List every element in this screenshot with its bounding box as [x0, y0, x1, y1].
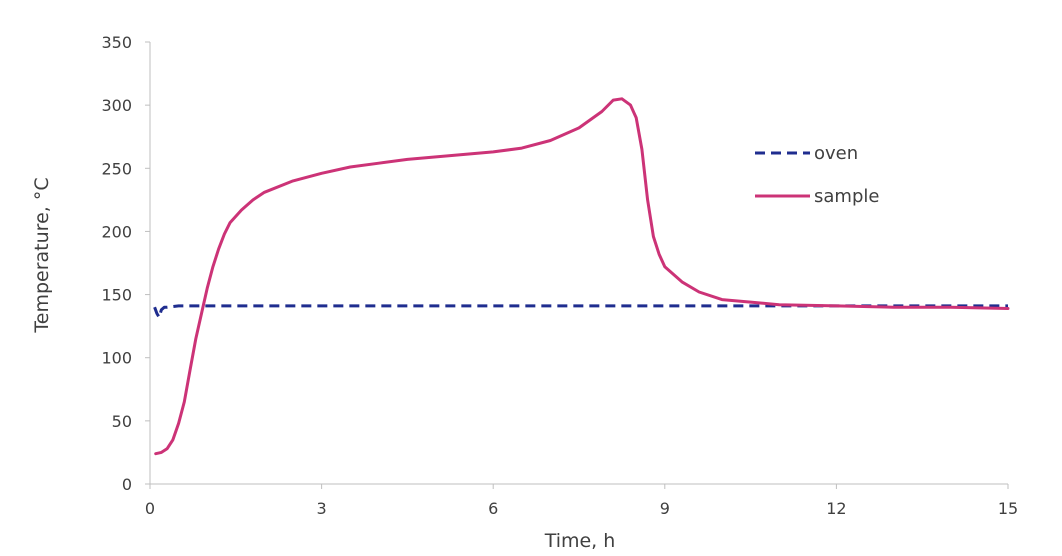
x-tick-label: 12 [826, 499, 846, 518]
axes: 0 50 100 150 200 250 300 350 0 3 6 9 12 15 [101, 33, 1018, 518]
y-tick-label: 50 [112, 412, 132, 431]
series-line-sample [154, 97, 1010, 456]
y-tick-label: 350 [101, 33, 132, 52]
y-tick-label: 250 [101, 159, 132, 178]
y-tick-label: 150 [101, 286, 132, 305]
legend-label-sample: sample [814, 186, 879, 207]
y-axis-title: Temperature, °C [31, 177, 53, 333]
x-tick-label: 0 [145, 499, 155, 518]
legend: oven sample [755, 143, 879, 207]
x-tick-label: 3 [317, 499, 327, 518]
x-tick-label: 6 [488, 499, 498, 518]
x-tick-label: 15 [998, 499, 1018, 518]
y-tick-label: 200 [101, 222, 132, 241]
x-axis-title: Time, h [544, 530, 616, 552]
x-tick-label: 9 [660, 499, 670, 518]
y-tick-label: 100 [101, 349, 132, 368]
series-line-oven [153, 304, 1008, 319]
y-tick-label: 0 [122, 475, 132, 494]
y-tick-label: 300 [101, 96, 132, 115]
series-layer [153, 97, 1010, 456]
legend-label-oven: oven [814, 143, 858, 164]
